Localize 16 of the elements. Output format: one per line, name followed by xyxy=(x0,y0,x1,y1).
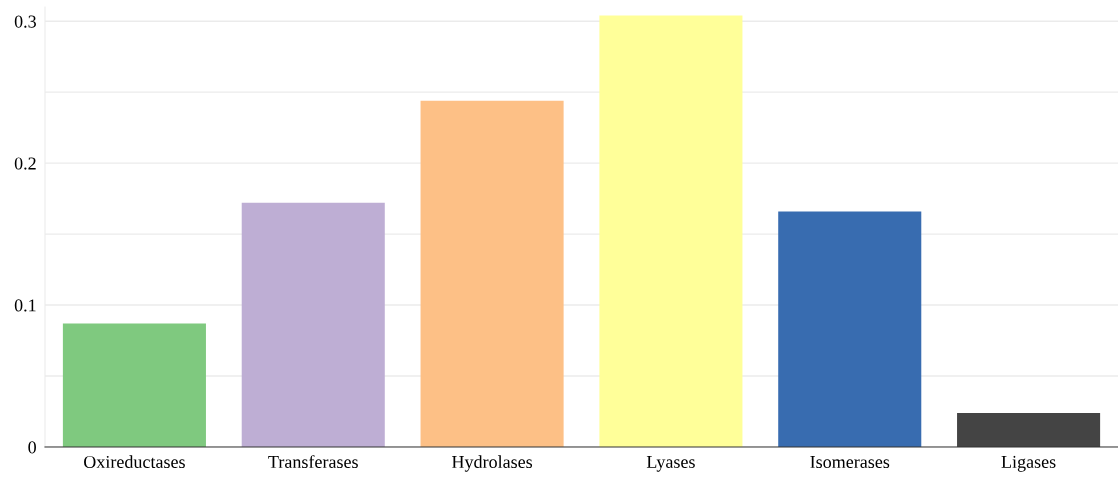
x-tick-label: Hydrolases xyxy=(451,455,533,472)
bar xyxy=(241,202,385,447)
bar xyxy=(62,323,206,447)
y-tick-label: 0.3 xyxy=(14,15,36,28)
y-tick-label: 0.1 xyxy=(14,299,36,312)
bar xyxy=(420,100,564,447)
x-tick-label: Isomerases xyxy=(810,456,890,469)
x-tick-label: Ligases xyxy=(1001,455,1056,472)
bar xyxy=(957,412,1101,447)
y-tick-label: 0 xyxy=(28,441,36,454)
bar xyxy=(778,211,922,447)
bar xyxy=(599,15,743,447)
y-tick-label: 0.2 xyxy=(14,157,36,170)
x-tick-label: Lyases xyxy=(646,455,695,472)
x-tick-label: Oxireductases xyxy=(84,455,185,469)
x-tick-label: Transferases xyxy=(268,455,358,469)
